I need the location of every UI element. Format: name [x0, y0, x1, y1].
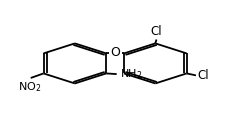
- Text: O: O: [110, 46, 120, 59]
- Text: NH$_2$: NH$_2$: [120, 67, 143, 81]
- Text: NO$_2$: NO$_2$: [18, 81, 41, 94]
- Text: Cl: Cl: [197, 69, 209, 82]
- Text: Cl: Cl: [151, 25, 162, 38]
